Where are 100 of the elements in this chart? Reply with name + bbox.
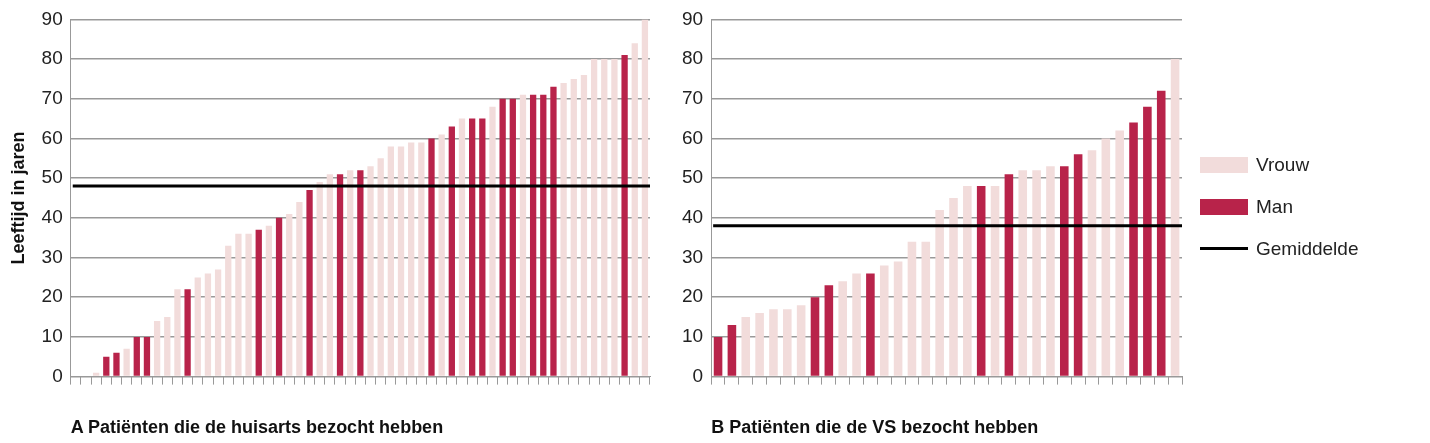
bar xyxy=(204,273,212,376)
bar xyxy=(560,82,567,376)
bar xyxy=(893,261,903,376)
bar xyxy=(286,213,293,376)
bar xyxy=(1156,90,1166,376)
bar xyxy=(1143,106,1152,376)
bar xyxy=(306,190,313,376)
y-tick-label: 60 xyxy=(681,126,704,148)
bar xyxy=(448,126,455,376)
bar xyxy=(727,325,737,376)
bar xyxy=(921,241,931,376)
bar xyxy=(245,233,252,376)
bar xyxy=(377,158,384,376)
bar xyxy=(783,309,792,376)
bar xyxy=(458,118,466,376)
bar xyxy=(347,170,354,376)
bar xyxy=(153,321,161,376)
bar xyxy=(367,166,374,376)
y-tick-label: 40 xyxy=(681,206,704,228)
bar xyxy=(469,118,476,376)
bar xyxy=(990,186,1000,376)
y-tick-label: 90 xyxy=(41,7,63,29)
y-tick-label: 10 xyxy=(41,325,63,347)
bar xyxy=(810,297,820,376)
bar xyxy=(1004,174,1014,376)
bar xyxy=(235,233,242,376)
y-axis-title: Leeftijd in jaren xyxy=(7,131,28,265)
y-tick-label: 80 xyxy=(681,47,704,69)
bar xyxy=(489,106,496,376)
bar xyxy=(1073,154,1083,376)
y-tick-label: 30 xyxy=(681,245,704,267)
legend-label: Gemiddelde xyxy=(1256,237,1359,260)
y-tick-label: 10 xyxy=(681,325,704,347)
bar xyxy=(1087,150,1097,376)
bar xyxy=(866,273,875,376)
bar xyxy=(92,372,100,376)
bar xyxy=(509,98,516,376)
bar xyxy=(123,348,130,376)
y-tick-label: 0 xyxy=(692,364,704,386)
bar xyxy=(1032,170,1041,376)
bar xyxy=(184,289,191,376)
bar xyxy=(397,146,405,376)
bar xyxy=(963,186,972,376)
bar xyxy=(529,94,537,376)
bar xyxy=(214,269,222,376)
bar xyxy=(1018,170,1028,376)
bar xyxy=(296,201,303,376)
bar xyxy=(1115,130,1124,376)
bar xyxy=(755,313,764,376)
y-tick-label: 30 xyxy=(41,245,63,267)
bar xyxy=(143,336,151,376)
bar xyxy=(621,55,628,376)
bar xyxy=(174,289,181,376)
x-axis-title: B Patiënten die de VS bezocht hebben xyxy=(711,417,1039,438)
bar xyxy=(357,170,364,376)
bar xyxy=(316,182,323,376)
bar xyxy=(611,59,618,376)
y-tick-label: 60 xyxy=(41,126,63,148)
bar xyxy=(265,225,273,376)
bar xyxy=(949,198,958,376)
y-tick-label: 90 xyxy=(681,7,704,29)
bar xyxy=(519,94,527,376)
bar xyxy=(590,59,598,376)
bar xyxy=(408,142,415,376)
bar xyxy=(713,336,723,376)
bar xyxy=(838,281,847,376)
bar xyxy=(601,59,608,376)
bar xyxy=(336,174,344,376)
bar xyxy=(935,209,944,376)
y-tick-label: 20 xyxy=(41,285,63,307)
bar xyxy=(103,356,110,376)
bar xyxy=(428,138,435,376)
bar xyxy=(879,265,889,376)
y-tick-label: 40 xyxy=(41,206,63,228)
y-tick-label: 0 xyxy=(52,364,63,386)
bar xyxy=(1170,59,1180,376)
bar xyxy=(976,186,986,376)
legend-label: Vrouw xyxy=(1256,153,1310,176)
bar xyxy=(852,273,861,376)
bar xyxy=(326,174,334,376)
bar xyxy=(225,245,232,376)
bar xyxy=(479,118,486,376)
legend-label: Man xyxy=(1256,195,1293,218)
bar xyxy=(1101,138,1111,376)
bar xyxy=(540,94,547,376)
bar xyxy=(438,134,445,376)
bar xyxy=(275,217,283,376)
bar xyxy=(1129,122,1138,376)
bar xyxy=(641,19,649,376)
bar xyxy=(580,74,588,376)
bar xyxy=(194,277,201,376)
x-axis-title: A Patiënten die de huisarts bezocht hebben xyxy=(70,417,444,438)
y-tick-label: 70 xyxy=(681,87,704,109)
bar xyxy=(133,336,140,376)
y-tick-label: 20 xyxy=(681,285,704,307)
bar xyxy=(550,86,557,376)
y-tick-label: 50 xyxy=(681,166,704,188)
y-tick-label: 50 xyxy=(41,166,63,188)
y-tick-label: 80 xyxy=(41,47,63,69)
bar xyxy=(824,285,834,376)
